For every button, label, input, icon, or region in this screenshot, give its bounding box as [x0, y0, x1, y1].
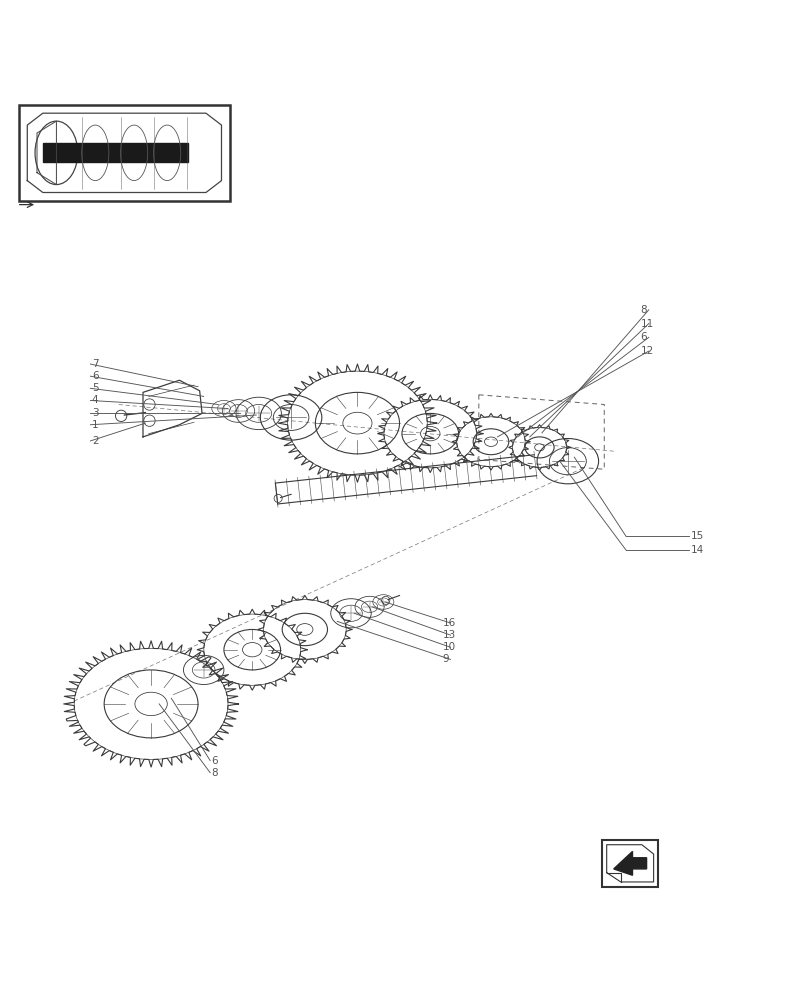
- Text: 4: 4: [92, 395, 98, 405]
- Polygon shape: [613, 851, 646, 875]
- Text: 15: 15: [690, 531, 703, 541]
- Text: 13: 13: [442, 630, 455, 640]
- Text: 6: 6: [640, 332, 646, 342]
- Text: 16: 16: [442, 618, 455, 628]
- Text: 14: 14: [690, 545, 703, 555]
- Bar: [19, 105, 230, 201]
- Text: 6: 6: [212, 756, 218, 766]
- Text: 2: 2: [92, 436, 98, 446]
- Text: 12: 12: [640, 346, 653, 356]
- Text: 5: 5: [92, 383, 98, 393]
- Bar: [43, 143, 188, 162]
- Text: 11: 11: [640, 319, 653, 329]
- Text: 8: 8: [212, 768, 218, 778]
- Text: 7: 7: [92, 359, 98, 369]
- Text: 9: 9: [442, 654, 448, 664]
- Text: 3: 3: [92, 408, 98, 418]
- Text: 6: 6: [92, 371, 98, 381]
- Bar: [601, 840, 658, 887]
- Text: 10: 10: [442, 642, 455, 652]
- Text: 8: 8: [640, 305, 646, 315]
- Text: 1: 1: [92, 420, 98, 430]
